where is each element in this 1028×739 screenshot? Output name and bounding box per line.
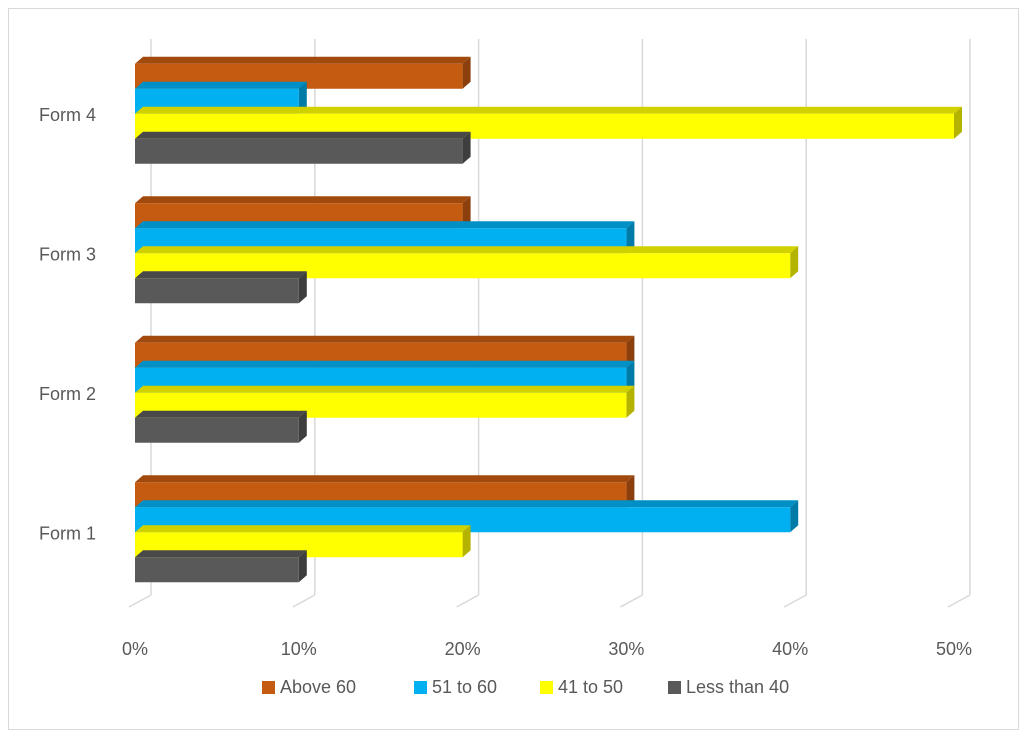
x-tick-label: 20%: [445, 639, 481, 659]
x-tick-label: 0%: [122, 639, 148, 659]
bar: [135, 550, 307, 583]
legend-label: Above 60: [280, 677, 356, 697]
chart-frame: Form 1 Form 2 Form 3 Form 4 0% 10% 20% 30% 40% 5…: [8, 8, 1019, 730]
bar: [135, 410, 307, 443]
legend: Above 60 51 to 60 41 to 50 Less than 40: [262, 677, 789, 697]
x-tick-label: 40%: [772, 639, 808, 659]
bar: [135, 131, 471, 164]
category-labels: Form 1 Form 2 Form 3 Form 4: [39, 105, 96, 544]
x-axis-tick-labels: 0% 10% 20% 30% 40% 50%: [122, 639, 972, 659]
legend-label: Less than 40: [686, 677, 789, 697]
floor-gridline: [292, 594, 316, 608]
floor-gridline: [128, 594, 152, 608]
floor-gridline: [947, 594, 971, 608]
legend-item: Above 60: [262, 677, 356, 697]
category-label: Form 3: [39, 244, 96, 264]
legend-label: 41 to 50: [558, 677, 623, 697]
x-tick-label: 50%: [936, 639, 972, 659]
floor-gridline: [620, 594, 643, 608]
category-label: Form 2: [39, 384, 96, 404]
legend-item: 51 to 60: [414, 677, 497, 697]
legend-item: 41 to 50: [540, 677, 623, 697]
x-tick-label: 30%: [608, 639, 644, 659]
bars: [135, 56, 962, 583]
bar: [135, 271, 307, 304]
category-label: Form 1: [39, 523, 96, 543]
legend-item: Less than 40: [668, 677, 789, 697]
floor-gridline: [456, 594, 479, 608]
floor-gridline: [783, 594, 807, 608]
x-tick-label: 10%: [281, 639, 317, 659]
bar-chart: Form 1 Form 2 Form 3 Form 4 0% 10% 20% 30% 40% 5…: [39, 39, 972, 697]
category-label: Form 4: [39, 105, 96, 125]
legend-label: 51 to 60: [432, 677, 497, 697]
